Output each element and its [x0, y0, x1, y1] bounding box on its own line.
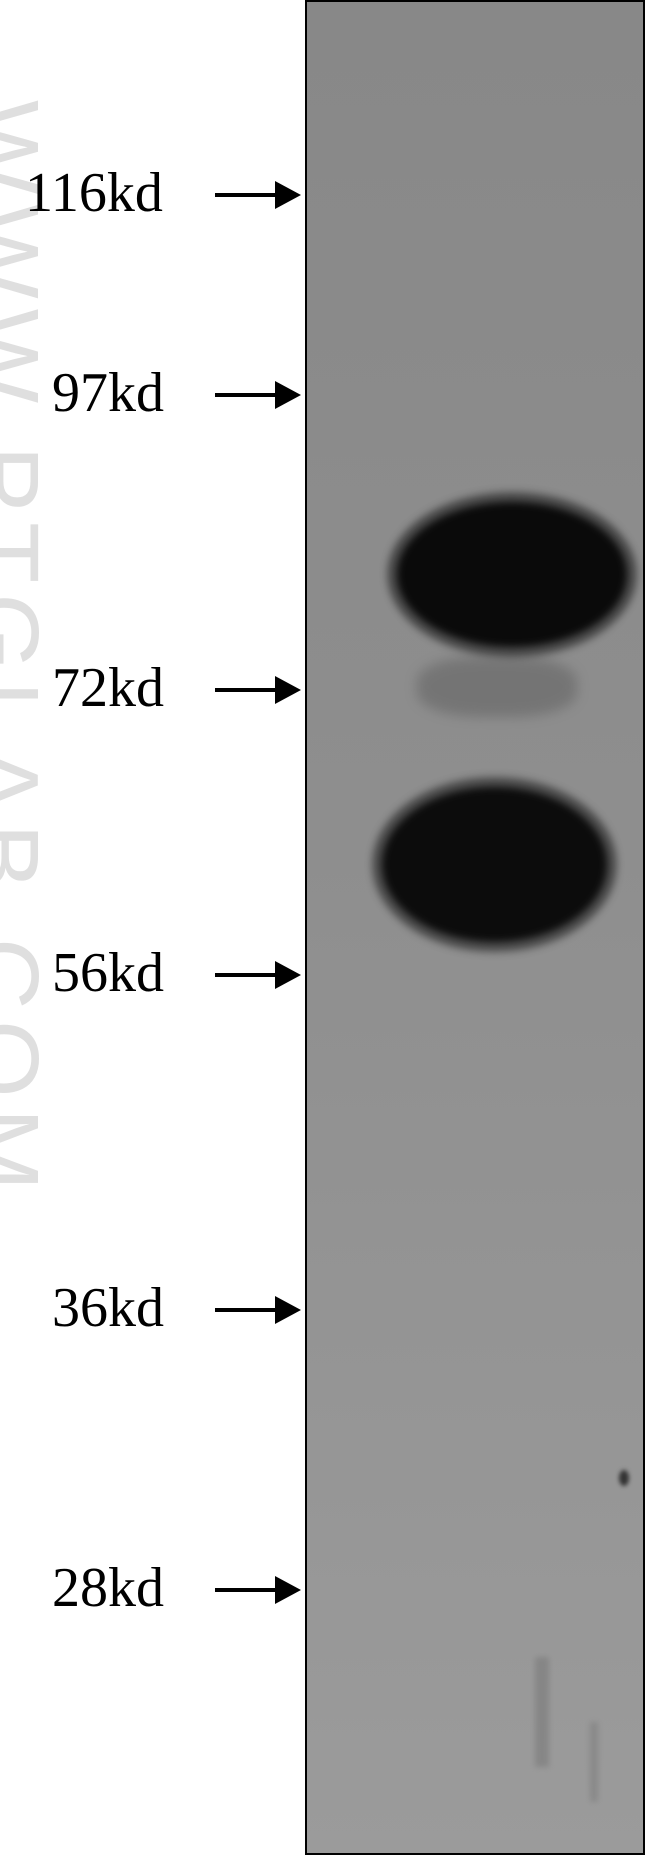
marker-arrow: [215, 1296, 301, 1324]
watermark-text: WWW.PTGLAB.COM: [0, 100, 60, 1201]
marker-arrow: [215, 676, 301, 704]
marker-label: 36kd: [52, 1276, 164, 1340]
marker-label: 116kd: [25, 161, 163, 225]
blot-band: [382, 787, 607, 942]
blot-band: [397, 502, 627, 647]
marker-label: 28kd: [52, 1556, 164, 1620]
lane-spot: [619, 1470, 629, 1486]
faint-band: [417, 657, 577, 717]
marker-label: 72kd: [52, 656, 164, 720]
marker-arrow: [215, 1576, 301, 1604]
blot-container: WWW.PTGLAB.COM 116kd 97kd 72kd 56kd 36kd 28kd: [0, 0, 650, 1855]
marker-arrow: [215, 381, 301, 409]
marker-arrow: [215, 181, 301, 209]
marker-label: 56kd: [52, 941, 164, 1005]
marker-arrow: [215, 961, 301, 989]
lane-streak: [590, 1722, 598, 1802]
marker-label: 97kd: [52, 361, 164, 425]
blot-lane: [305, 0, 645, 1855]
lane-streak: [535, 1657, 549, 1767]
